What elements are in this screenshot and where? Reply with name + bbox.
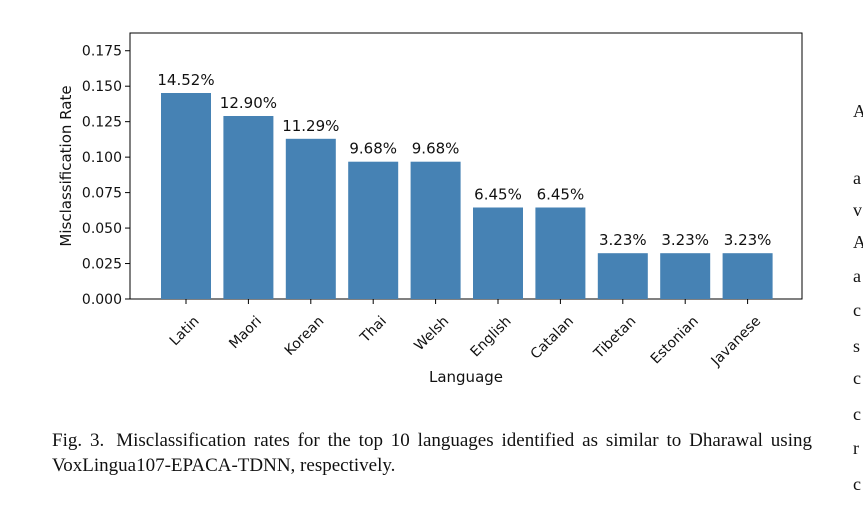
- plot-frame: [129, 32, 803, 300]
- x-tick-label-thai: Thai: [357, 313, 390, 346]
- side-letter: a: [853, 266, 861, 286]
- data-label-thai: 9.68%: [349, 140, 397, 158]
- bar-welsh: [410, 161, 461, 299]
- data-label-latin: 14.52%: [157, 71, 214, 89]
- y-axis-title: Misclassification Rate: [57, 85, 75, 246]
- bars-group: [161, 93, 773, 299]
- data-label-welsh: 9.68%: [412, 140, 460, 158]
- bar-korean: [285, 138, 336, 299]
- x-tick-label-english: English: [468, 313, 515, 360]
- side-letter: c: [853, 404, 861, 424]
- bar-javanese: [722, 253, 773, 299]
- data-labels-group: 14.52% 12.90% 11.29% 9.68% 9.68% 6.45% 6.45% 3.…: [157, 71, 771, 249]
- bar-thai: [348, 161, 399, 299]
- x-tick-label-korean: Korean: [282, 313, 328, 359]
- x-tick-label-welsh: Welsh: [411, 313, 452, 354]
- y-tick-label: 0.025: [82, 257, 122, 273]
- bar-latin: [161, 93, 211, 299]
- side-letter: r: [853, 438, 859, 458]
- x-tick-label-latin: Latin: [167, 313, 203, 349]
- side-letter: v: [853, 200, 862, 220]
- x-tick-label-javanese: Javanese: [708, 313, 765, 370]
- y-axis-ticks: 0.000 0.025 0.050 0.075 0.100 0.125 0.150 0.175: [82, 44, 130, 308]
- bar-english: [473, 207, 523, 299]
- x-axis-ticks: Latin Maori Korean Thai Welsh English Catalan T…: [167, 299, 764, 370]
- bar-chart: 14.52% 12.90% 11.29% 9.68% 9.68% 6.45% 6.45% 3.…: [57, 32, 803, 386]
- x-tick-label-maori: Maori: [226, 313, 265, 352]
- side-letter: s: [853, 336, 861, 356]
- y-tick-label: 0.075: [82, 186, 122, 202]
- y-tick-label: 0.125: [82, 115, 122, 131]
- figure-label: Fig. 3.: [52, 430, 105, 451]
- side-letter: c: [853, 474, 861, 494]
- data-label-korean: 11.29%: [282, 117, 339, 135]
- data-label-catalan: 6.45%: [537, 186, 585, 204]
- y-tick-label: 0.175: [82, 44, 122, 60]
- side-letter: c: [853, 368, 861, 388]
- side-letter: A: [853, 232, 863, 252]
- side-letter: A: [853, 101, 863, 121]
- y-tick-label: 0.000: [82, 292, 122, 308]
- bar-estonian: [660, 253, 711, 299]
- data-label-estonian: 3.23%: [661, 231, 709, 249]
- data-label-tibetan: 3.23%: [599, 231, 647, 249]
- y-tick-label: 0.150: [82, 79, 122, 95]
- figure-caption: Fig. 3. Misclassification rates for the t…: [52, 428, 812, 478]
- y-tick-label: 0.100: [82, 150, 122, 166]
- data-label-maori: 12.90%: [220, 94, 277, 112]
- x-axis-title: Language: [429, 368, 503, 386]
- data-label-english: 6.45%: [474, 186, 522, 204]
- side-letter: a: [853, 168, 861, 188]
- x-tick-label-estonian: Estonian: [648, 313, 702, 367]
- bar-tibetan: [597, 253, 648, 299]
- caption-text: Misclassification rates for the top 10 l…: [52, 430, 812, 476]
- x-tick-label-catalan: Catalan: [528, 313, 577, 362]
- data-label-javanese: 3.23%: [724, 231, 772, 249]
- side-letter: c: [853, 300, 861, 320]
- bar-maori: [223, 116, 274, 299]
- bar-catalan: [535, 207, 586, 299]
- y-tick-label: 0.050: [82, 221, 122, 237]
- x-tick-label-tibetan: Tibetan: [590, 313, 639, 362]
